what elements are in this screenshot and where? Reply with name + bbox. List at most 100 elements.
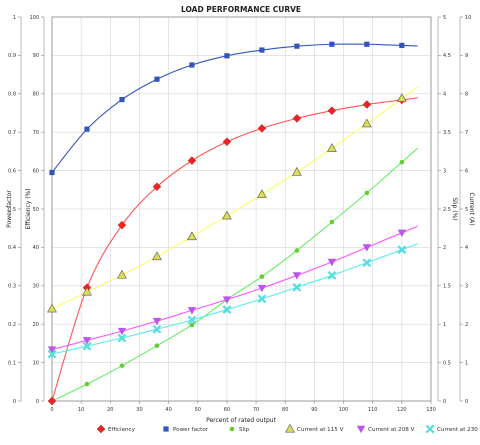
point-current-at-208-v bbox=[152, 317, 162, 326]
point-current-at-115-v bbox=[82, 286, 92, 296]
point-power-factor bbox=[329, 41, 335, 47]
x-tick-label: 100 bbox=[339, 407, 349, 413]
y-tick-label-left-outer: 0.3 bbox=[8, 284, 16, 290]
y-tick-label-right-outer: 2 bbox=[465, 322, 468, 328]
legend-marker-efficiency bbox=[96, 424, 106, 434]
x-tick-label: 60 bbox=[224, 407, 230, 413]
x-tick-label: 120 bbox=[397, 407, 407, 413]
x-tick-label: 70 bbox=[253, 407, 259, 413]
point-current-at-115-v bbox=[47, 303, 57, 313]
point-current-at-208-v bbox=[117, 327, 127, 336]
y-tick-label-right-outer: 9 bbox=[465, 53, 468, 59]
point-efficiency bbox=[152, 182, 162, 192]
y-tick-label-left-outer: 0.7 bbox=[8, 130, 16, 136]
y-tick-label-right-outer: 6 bbox=[465, 168, 468, 174]
series-markers bbox=[47, 41, 407, 406]
y-tick-label-right-inner: 1 bbox=[443, 322, 446, 328]
point-current-at-115-v bbox=[396, 93, 407, 102]
point-power-factor bbox=[189, 62, 195, 68]
y-tick-label-right-outer: 4 bbox=[465, 245, 468, 251]
point-current-at-115-v bbox=[222, 210, 232, 220]
y-tick-label-left-inner: 40 bbox=[33, 245, 39, 251]
legend-label-current-at-115-v: Current at 115 V bbox=[297, 427, 344, 433]
y-tick-label-left-outer: 0.9 bbox=[8, 53, 16, 59]
x-tick-label: 0 bbox=[50, 407, 53, 413]
y-tick-label-right-inner: 2.5 bbox=[443, 207, 451, 213]
y-tick-label-right-inner: 4 bbox=[443, 92, 446, 98]
x-tick-label: 130 bbox=[426, 407, 436, 413]
legend-marker-current-at-230-v bbox=[425, 424, 435, 434]
y-tick-label-right-inner: 2 bbox=[443, 245, 446, 251]
right-inner-axis-label: Slip (%) bbox=[451, 197, 458, 220]
y-tick-label-right-inner: 5 bbox=[443, 15, 446, 21]
y-tick-label-left-inner: 70 bbox=[33, 130, 39, 136]
point-current-at-208-v bbox=[397, 229, 407, 238]
point-current-at-115-v bbox=[326, 143, 337, 152]
legend: Efficiency Power factor Slip Current at 115… bbox=[96, 423, 480, 434]
series-line-power-factor bbox=[51, 43, 418, 173]
point-efficiency bbox=[47, 396, 57, 406]
point-current-at-208-v bbox=[47, 346, 57, 354]
point-current-at-208-v bbox=[327, 258, 337, 267]
y-tick-label-right-inner: 0.5 bbox=[443, 360, 451, 366]
y-tick-label-right-outer: 10 bbox=[465, 15, 471, 21]
point-current-at-115-v bbox=[187, 231, 197, 241]
y-tick-label-left-inner: 60 bbox=[33, 168, 39, 174]
y-tick-label-left-inner: 90 bbox=[33, 53, 39, 59]
point-power-factor bbox=[154, 76, 160, 82]
point-slip bbox=[119, 363, 125, 368]
y-tick-label-right-inner: 4.5 bbox=[443, 53, 451, 59]
legend-label-current-at-208-v: Current at 208 V bbox=[368, 427, 415, 433]
point-power-factor bbox=[49, 169, 55, 176]
y-tick-label-right-inner: 0 bbox=[443, 399, 446, 405]
point-current-at-208-v bbox=[187, 307, 197, 315]
point-current-at-208-v bbox=[292, 272, 302, 280]
x-tick-label: 40 bbox=[165, 407, 171, 413]
point-current-at-208-v bbox=[222, 296, 232, 304]
y-tick-label-right-outer: 7 bbox=[465, 130, 468, 136]
point-efficiency bbox=[327, 106, 337, 115]
point-current-at-208-v bbox=[82, 337, 92, 345]
point-slip bbox=[84, 381, 90, 387]
y-tick-label-left-outer: 0 bbox=[13, 399, 16, 405]
legend-label-slip: Slip bbox=[239, 427, 250, 433]
point-current-at-230-v bbox=[257, 294, 267, 304]
point-current-at-115-v bbox=[256, 189, 267, 198]
point-current-at-115-v bbox=[152, 251, 162, 261]
point-power-factor bbox=[224, 53, 230, 59]
y-tick-label-right-outer: 1 bbox=[465, 360, 468, 366]
point-current-at-230-v bbox=[47, 349, 57, 359]
point-efficiency bbox=[362, 100, 372, 109]
x-tick-label: 90 bbox=[311, 407, 317, 413]
point-current-at-230-v bbox=[397, 245, 407, 255]
y-tick-label-left-outer: 0.8 bbox=[8, 92, 16, 98]
right-outer-axis-label: Current (A) bbox=[468, 192, 475, 225]
legend-label-power-factor: Power factor bbox=[173, 427, 209, 433]
y-tick-label-left-inner: 30 bbox=[33, 284, 39, 290]
y-tick-label-right-outer: 0 bbox=[465, 399, 468, 405]
point-power-factor bbox=[259, 47, 265, 53]
point-current-at-230-v bbox=[152, 324, 162, 334]
y-tick-label-left-inner: 80 bbox=[33, 92, 39, 98]
point-slip bbox=[399, 159, 405, 165]
point-efficiency bbox=[257, 124, 267, 133]
point-current-at-230-v bbox=[222, 305, 232, 314]
axes: 0 10 20 30 40 50 60 70 80 90 100 110 120 130010203040… bbox=[8, 15, 471, 413]
point-current-at-230-v bbox=[117, 333, 127, 343]
point-current-at-208-v bbox=[362, 244, 372, 252]
y-tick-label-left-inner: 10 bbox=[33, 360, 39, 366]
point-current-at-230-v bbox=[82, 341, 92, 351]
y-tick-label-left-inner: 20 bbox=[33, 322, 39, 328]
legend-marker-slip bbox=[229, 426, 235, 432]
y-tick-label-left-outer: 0.5 bbox=[8, 207, 16, 213]
left-outer-axis-label: Power factor bbox=[6, 190, 13, 228]
point-slip bbox=[294, 248, 300, 253]
point-efficiency bbox=[117, 220, 127, 230]
y-tick-label-left-outer: 0.2 bbox=[8, 322, 16, 328]
y-tick-label-left-inner: 50 bbox=[33, 207, 39, 213]
y-tick-label-left-outer: 1 bbox=[13, 15, 16, 21]
point-power-factor bbox=[364, 41, 370, 47]
y-tick-label-left-outer: 0.4 bbox=[8, 245, 16, 251]
y-tick-label-left-outer: 0.6 bbox=[8, 168, 16, 174]
